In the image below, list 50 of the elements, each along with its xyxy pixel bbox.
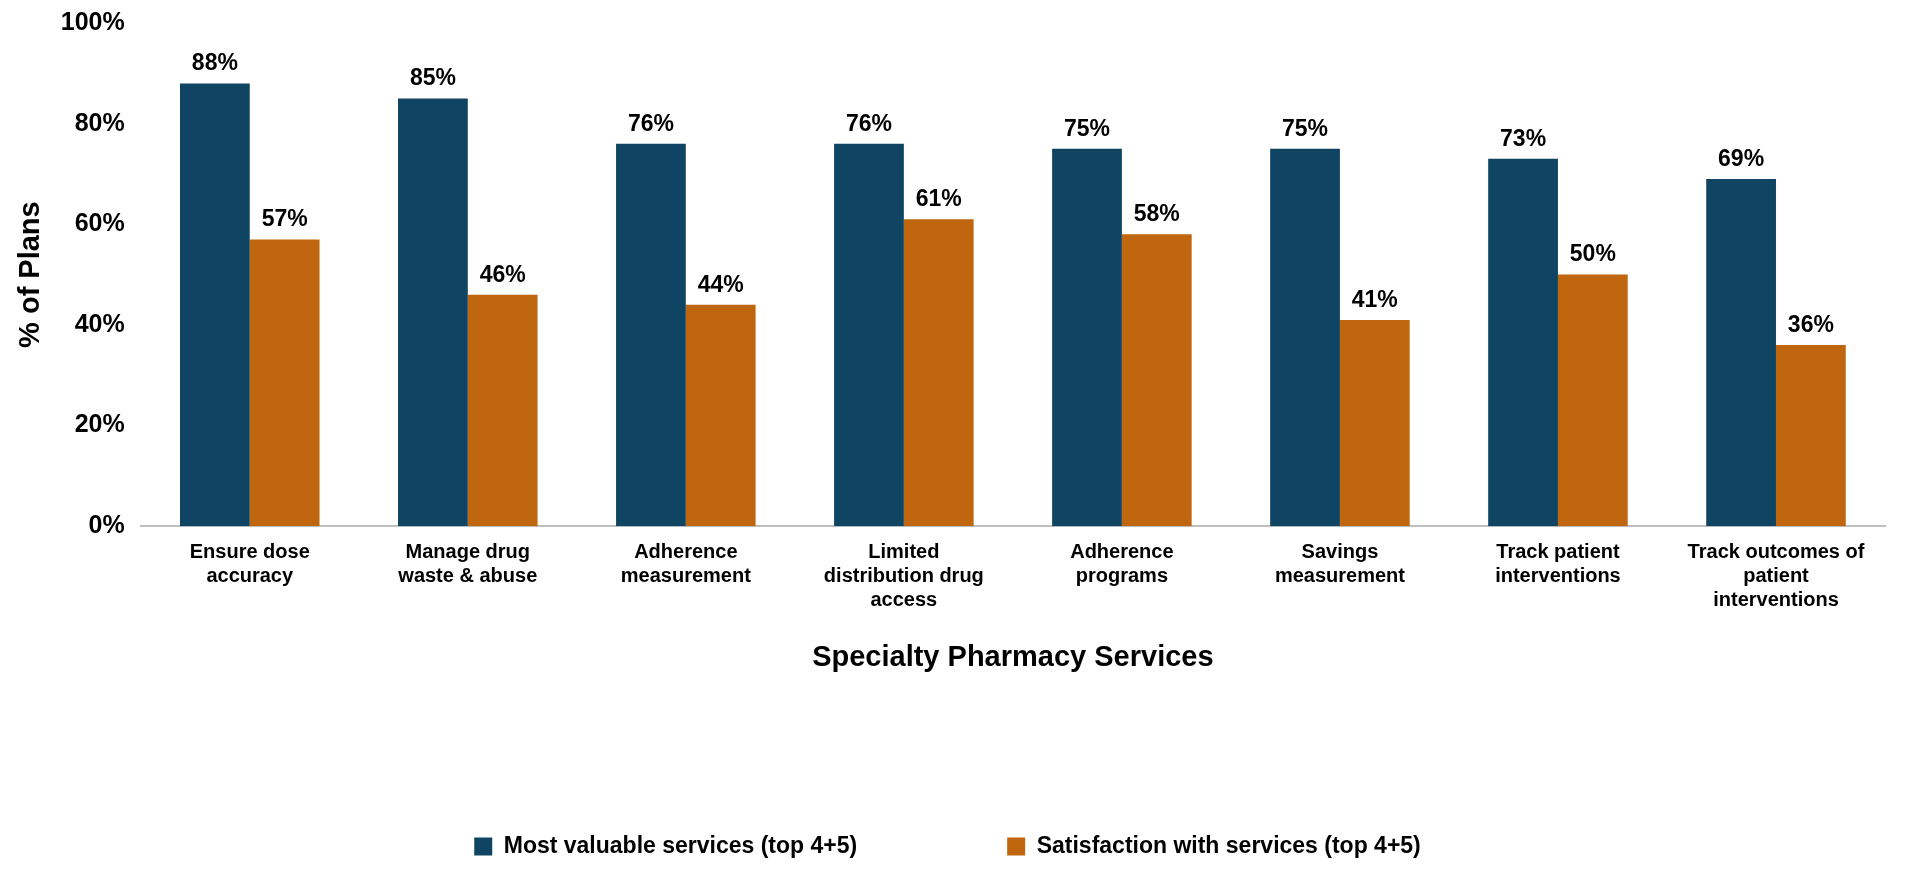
x-tick-label: Savings measurement	[1274, 539, 1406, 586]
bar	[1488, 158, 1558, 527]
y-tick-label: 100%	[60, 6, 125, 35]
bar	[1706, 178, 1776, 527]
y-tick-label: 60%	[74, 208, 125, 237]
data-label: 76%	[845, 109, 892, 136]
x-tick-label: Track patient interventions	[1495, 539, 1621, 586]
data-label: 69%	[1718, 144, 1765, 171]
data-label: 57%	[261, 205, 308, 232]
bar	[249, 239, 320, 527]
y-axis-title: % of Plans	[13, 201, 46, 348]
y-tick-label: 80%	[74, 107, 125, 136]
data-label: 41%	[1351, 285, 1398, 312]
bar	[1339, 319, 1410, 527]
x-tick-label: Track outcomes of patient interventions	[1687, 539, 1865, 610]
data-label: 75%	[1282, 114, 1329, 141]
data-label: 50%	[1569, 240, 1616, 267]
data-label: 44%	[697, 270, 744, 297]
x-tick-label: Adherence programs	[1070, 539, 1174, 586]
data-label: 85%	[409, 64, 456, 91]
bar	[1121, 234, 1192, 527]
data-label: 88%	[191, 49, 238, 76]
bar	[685, 304, 756, 527]
x-tick-label: Ensure dose accuracy	[189, 539, 310, 586]
bar	[1775, 345, 1846, 527]
bar	[834, 143, 904, 527]
data-label: 61%	[915, 185, 962, 212]
legend-label: Most valuable services (top 4+5)	[503, 831, 858, 858]
data-label: 75%	[1063, 114, 1111, 141]
data-label: 46%	[479, 260, 526, 287]
bar	[1052, 148, 1122, 527]
y-tick-label: 40%	[74, 308, 125, 337]
x-axis-title: Specialty Pharmacy Services	[812, 639, 1214, 672]
x-tick-label: Adherence measurement	[620, 539, 752, 586]
x-tick-label: Manage drug waste & abuse	[397, 539, 538, 586]
y-tick-label: 0%	[88, 510, 125, 539]
data-label: 76%	[627, 109, 674, 136]
legend-label: Satisfaction with services (top 4+5)	[1036, 831, 1421, 858]
bar	[398, 98, 468, 527]
data-label: 58%	[1133, 200, 1180, 227]
data-label: 36%	[1787, 310, 1834, 337]
bar	[616, 143, 686, 527]
bar	[1270, 148, 1340, 527]
bar	[1557, 274, 1628, 527]
bar	[467, 294, 538, 527]
bar	[903, 219, 974, 527]
bar	[179, 83, 250, 527]
data-label: 73%	[1500, 124, 1547, 151]
y-tick-label: 20%	[74, 409, 125, 438]
x-tick-label: Limited distribution drug access	[823, 539, 984, 610]
